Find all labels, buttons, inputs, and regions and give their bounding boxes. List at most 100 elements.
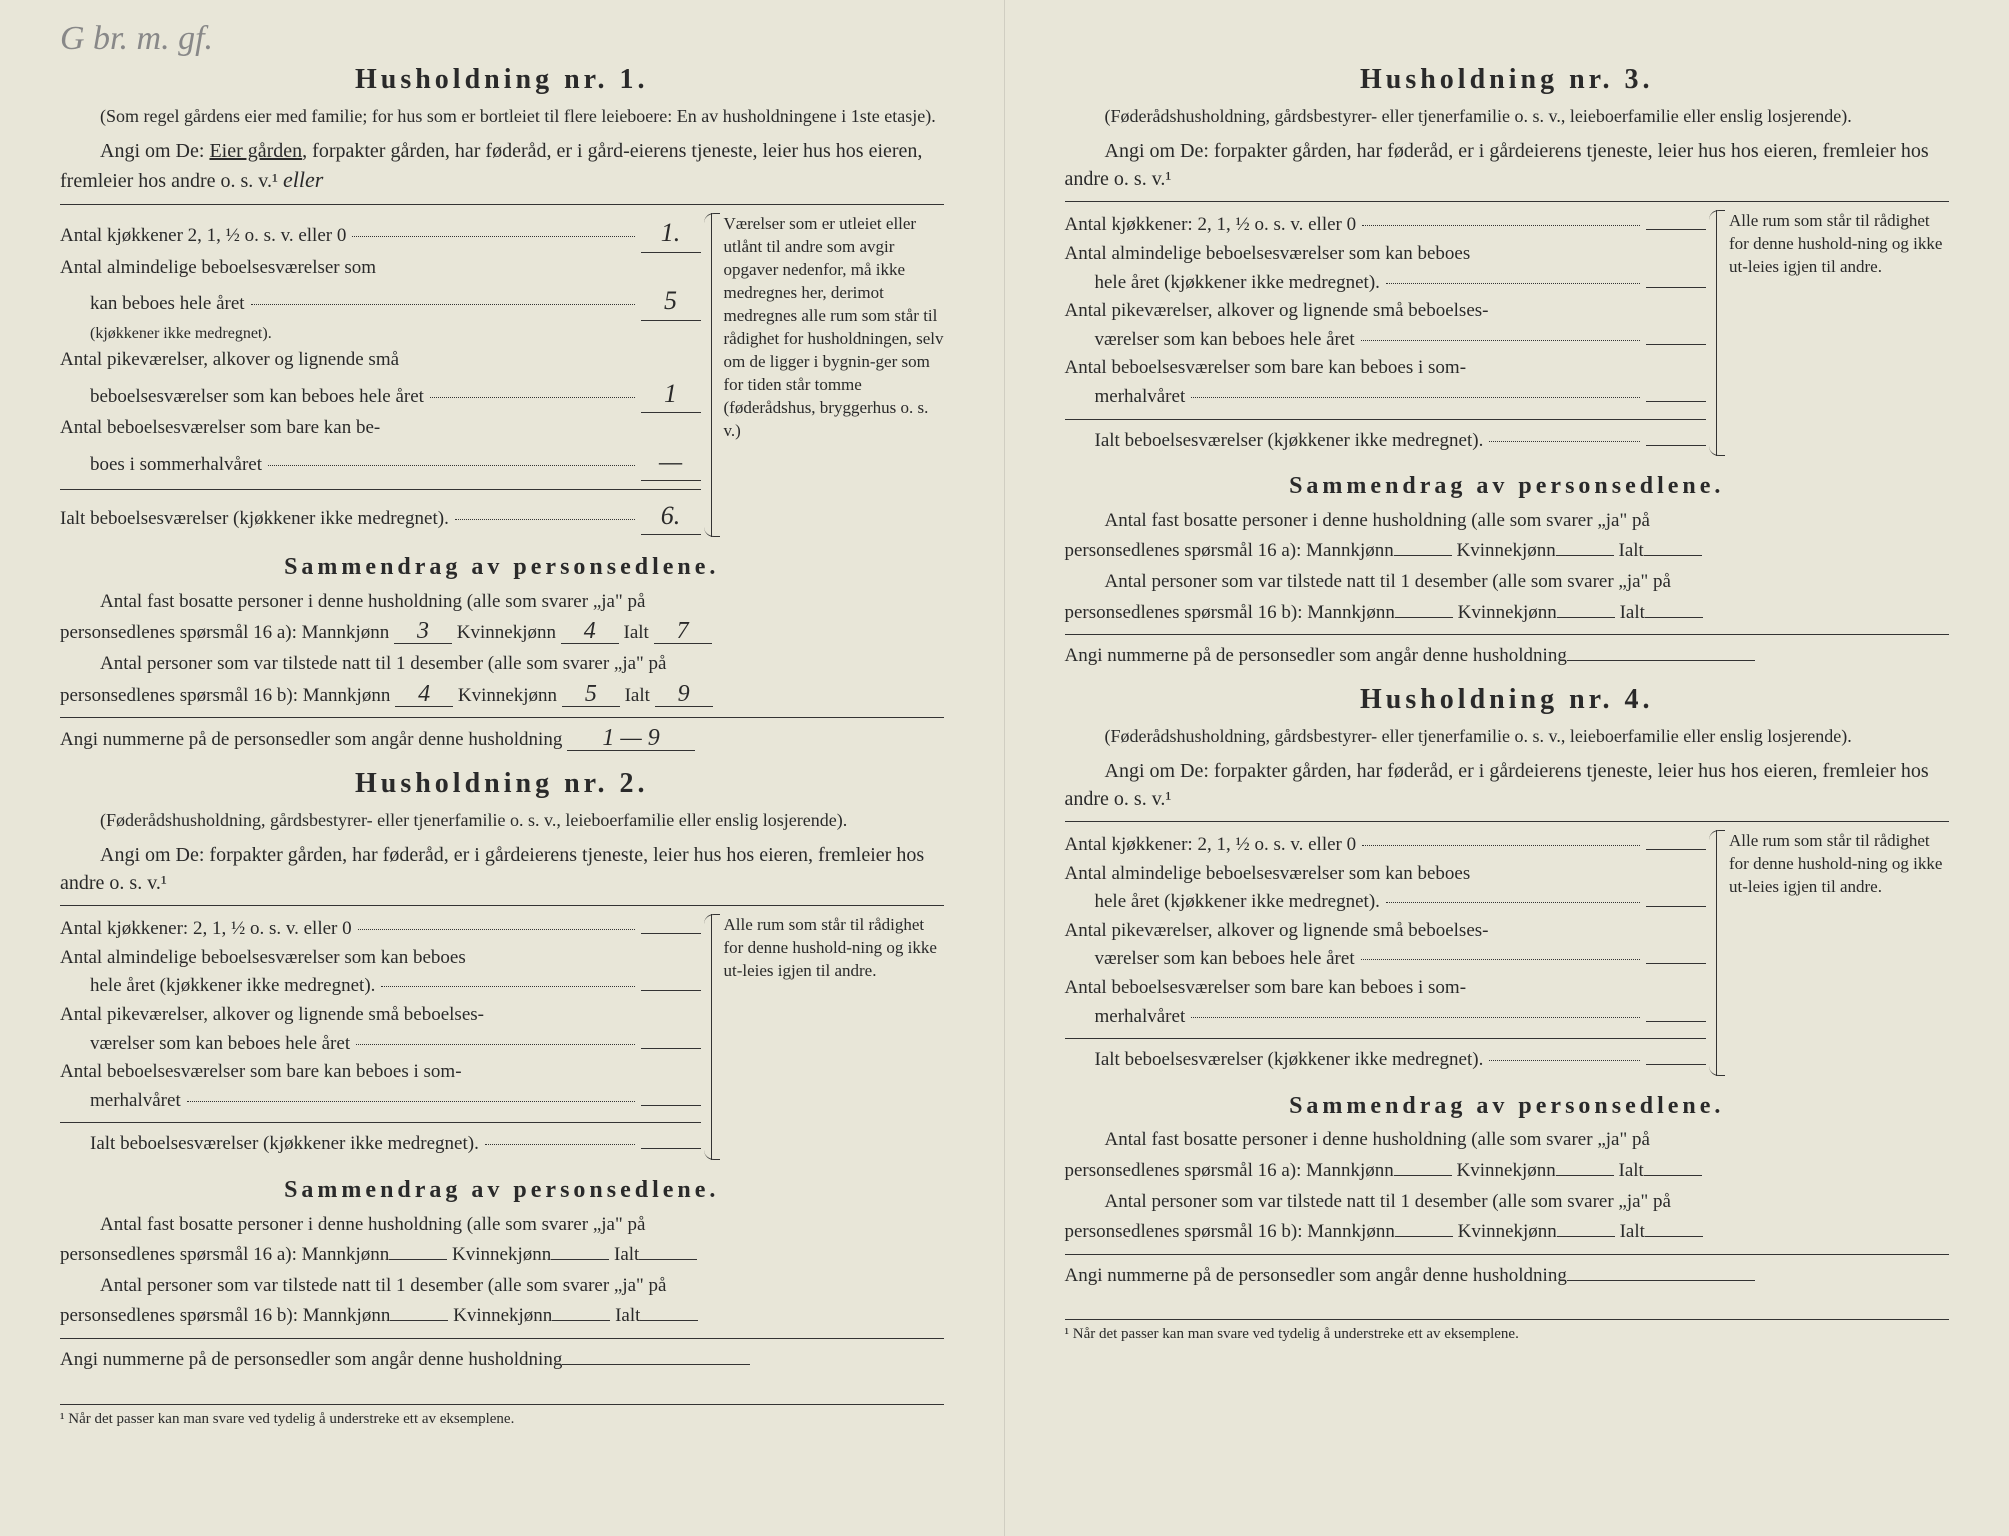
handwritten-margin-note: G br. m. gf.: [60, 20, 213, 58]
value-empty: [1646, 906, 1706, 907]
label: Antal kjøkkener: 2, 1, ½ o. s. v. eller …: [1065, 212, 1357, 239]
summary-1a: Antal fast bosatte personer i denne hush…: [1065, 1127, 1950, 1154]
value-empty: [1646, 445, 1706, 446]
label: merhalvåret: [1095, 1004, 1186, 1031]
divider: [1065, 1254, 1950, 1255]
label: Angi nummerne på de personsedler som ang…: [60, 1349, 562, 1370]
row-rooms-ordinary: Antal almindelige beboelsesværelser som …: [60, 255, 701, 345]
value-empty: [1646, 287, 1706, 288]
value-empty: [562, 1364, 750, 1365]
label: personsedlenes spørsmål 16 a): Mannkjønn: [1065, 1160, 1394, 1181]
dots: [268, 465, 634, 466]
form-left: Antal kjøkkener: 2, 1, ½ o. s. v. eller …: [1065, 210, 1707, 456]
value-empty: [1646, 401, 1706, 402]
label: personsedlenes spørsmål 16 b): Mannkjønn: [60, 685, 390, 706]
summary-1b: personsedlenes spørsmål 16 a): Mannkjønn…: [1065, 1158, 1950, 1185]
summary-2b: personsedlenes spørsmål 16 b): Mannkjønn…: [60, 1303, 944, 1330]
value-empty: [1646, 1064, 1706, 1065]
household-1-angi: Angi om De: Eier gården, forpakter gårde…: [60, 137, 944, 196]
value-empty: [641, 1105, 701, 1106]
household-1-subtitle: (Som regel gårdens eier med familie; for…: [60, 104, 944, 129]
divider: [1065, 419, 1707, 420]
label: hele året (kjøkkener ikke medregnet).: [1095, 270, 1380, 297]
summary-3: Angi nummerne på de personsedler som ang…: [1065, 1263, 1950, 1290]
label: Ialt beboelsesværelser (kjøkkener ikke m…: [60, 506, 449, 533]
dots: [1361, 340, 1640, 341]
summary-2a: Antal personer som var tilstede natt til…: [1065, 569, 1950, 596]
value: 1: [641, 376, 701, 413]
label: Antal pikeværelser, alkover og lignende …: [1065, 298, 1489, 325]
form-left: Antal kjøkkener 2, 1, ½ o. s. v. eller 0…: [60, 213, 701, 537]
household-1-title: Husholdning nr. 1.: [60, 60, 944, 99]
value-female: 4: [561, 619, 619, 644]
label: personsedlenes spørsmål 16 a): Mannkjønn: [60, 1244, 389, 1265]
summary-2a: Antal personer som var tilstede natt til…: [1065, 1189, 1950, 1216]
dots: [187, 1101, 635, 1102]
label: Kvinnekjønn: [458, 685, 557, 706]
label: kan beboes hele året: [90, 291, 245, 318]
summary-3: Angi nummerne på de personsedler som ang…: [60, 726, 944, 754]
dots: [430, 397, 635, 398]
value-male: 4: [395, 682, 453, 707]
value-empty: [641, 933, 701, 934]
label: Antal pikeværelser, alkover og lignende …: [1065, 918, 1489, 945]
angi-prefix: Angi om De:: [100, 140, 209, 162]
row-summer-rooms: Antal beboelsesværelser som bare kan be-…: [60, 415, 701, 481]
label: Kvinnekjønn: [457, 622, 556, 643]
value-empty: [1567, 660, 1755, 661]
value-empty: [1394, 555, 1452, 556]
label: Ialt beboelsesværelser (kjøkkener ikke m…: [90, 1131, 479, 1158]
side-note: Alle rum som står til rådighet for denne…: [1716, 830, 1949, 1076]
label: Angi nummerne på de personsedler som ang…: [1065, 645, 1567, 666]
label: merhalvåret: [90, 1088, 181, 1115]
label: Ialt: [614, 1244, 639, 1265]
value-empty: [1644, 1175, 1702, 1176]
label: personsedlenes spørsmål 16 b): Mannkjønn: [60, 1305, 390, 1326]
row-maid-rooms: Antal pikeværelser, alkover og lignende …: [60, 1002, 701, 1057]
value-male: 3: [394, 619, 452, 644]
dots: [1361, 959, 1640, 960]
label: Ialt: [615, 1305, 640, 1326]
value-empty: [639, 1259, 697, 1260]
divider: [60, 1122, 701, 1123]
label: boes i sommerhalvåret: [90, 452, 262, 479]
form-left: Antal kjøkkener: 2, 1, ½ o. s. v. eller …: [1065, 830, 1707, 1076]
dots: [1191, 1017, 1640, 1018]
side-note: Alle rum som står til rådighet for denne…: [711, 914, 944, 1160]
divider: [60, 905, 944, 906]
label: Ialt: [1619, 540, 1644, 561]
value-empty: [1557, 617, 1615, 618]
dots: [1362, 225, 1640, 226]
row-summer-rooms: Antal beboelsesværelser som bare kan beb…: [1065, 355, 1707, 410]
label: Kvinnekjønn: [1458, 602, 1557, 623]
label: Antal beboelsesværelser som bare kan beb…: [1065, 975, 1467, 1002]
value-empty: [552, 1320, 610, 1321]
row-rooms-ordinary: Antal almindelige beboelsesværelser som …: [1065, 241, 1707, 296]
household-4-title: Husholdning nr. 4.: [1065, 680, 1950, 719]
household-2-form-block: Antal kjøkkener: 2, 1, ½ o. s. v. eller …: [60, 914, 944, 1160]
dots: [455, 519, 635, 520]
household-2-title: Husholdning nr. 2.: [60, 764, 944, 803]
dots: [1386, 902, 1640, 903]
value-empty: [551, 1259, 609, 1260]
label: Antal beboelsesværelser som bare kan be-: [60, 415, 380, 442]
value: 1.: [641, 215, 701, 252]
value-empty: [1645, 617, 1703, 618]
value-empty: [641, 1048, 701, 1049]
summary-2b: personsedlenes spørsmål 16 b): Mannkjønn…: [1065, 1219, 1950, 1246]
divider: [60, 489, 701, 490]
side-note: Værelser som er utleiet eller utlånt til…: [711, 213, 944, 537]
row-kitchens: Antal kjøkkener 2, 1, ½ o. s. v. eller 0…: [60, 215, 701, 252]
label: Ialt: [1620, 1221, 1645, 1242]
value-empty: [1567, 1280, 1755, 1281]
value-empty: [1646, 1021, 1706, 1022]
label: Kvinnekjønn: [1458, 1221, 1557, 1242]
label: beboelsesværelser som kan beboes hele år…: [90, 384, 424, 411]
angi-handwritten: eller: [283, 167, 323, 192]
row-kitchens: Antal kjøkkener: 2, 1, ½ o. s. v. eller …: [1065, 212, 1707, 239]
row-total-rooms: Ialt beboelsesværelser (kjøkkener ikke m…: [60, 498, 701, 535]
summary-2a: Antal personer som var tilstede natt til…: [60, 651, 944, 678]
footnote: ¹ Når det passer kan man svare ved tydel…: [60, 1404, 944, 1430]
household-2-subtitle: (Føderådshusholdning, gårdsbestyrer- ell…: [60, 808, 944, 833]
label: Antal almindelige beboelsesværelser som: [60, 255, 376, 282]
